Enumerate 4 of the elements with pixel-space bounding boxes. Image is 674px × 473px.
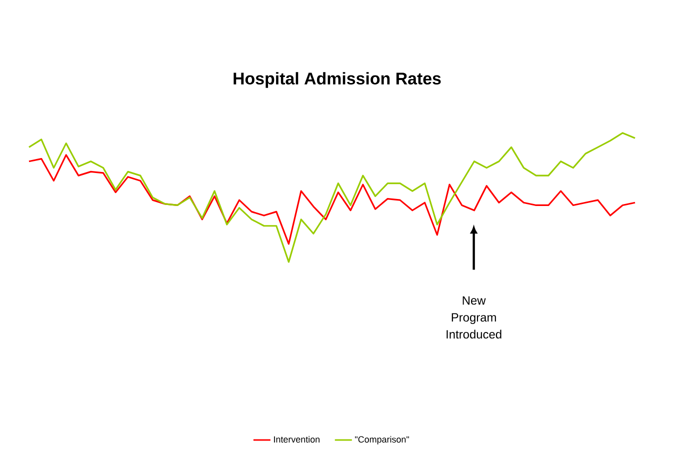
text: New Program Introduced <box>446 296 502 339</box>
legend-label: Intervention <box>274 436 320 443</box>
chart-title: Hospital Admission Rates <box>234 72 441 88</box>
legend-label: "Comparison" <box>355 436 409 444</box>
